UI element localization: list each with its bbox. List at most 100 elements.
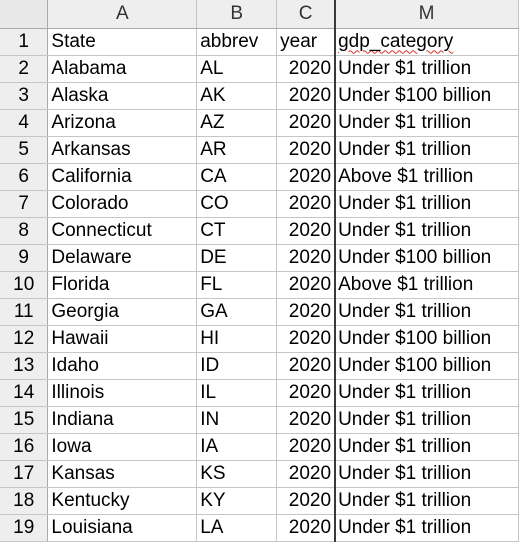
cell-year[interactable]: 2020 [276,217,336,245]
cell-abbrev[interactable]: IL [196,379,278,407]
cell-year[interactable]: 2020 [276,190,336,218]
cell-abbrev[interactable]: LA [196,514,278,542]
cell-year[interactable]: 2020 [276,298,336,326]
cell-gdp-category[interactable]: Under $1 trillion [334,406,519,434]
column-header-a[interactable]: A [47,0,198,29]
cell-year[interactable]: 2020 [276,136,336,164]
row-header[interactable]: 3 [0,82,49,110]
row-header[interactable]: 8 [0,217,49,245]
cell-abbrev[interactable]: ID [196,352,278,380]
cell-state[interactable]: Kentucky [47,487,198,515]
row-header[interactable]: 13 [0,352,49,380]
cell-year[interactable]: 2020 [276,109,336,137]
row-header[interactable]: 5 [0,136,49,164]
row-header[interactable]: 18 [0,487,49,515]
row-header[interactable]: 9 [0,244,49,272]
cell-abbrev[interactable]: AK [196,82,278,110]
cell-gdp-category[interactable]: Under $100 billion [334,352,519,380]
cell-abbrev[interactable]: CO [196,190,278,218]
cell-year[interactable]: 2020 [276,514,336,542]
cell-state[interactable]: Colorado [47,190,198,218]
cell-gdp-category[interactable]: Under $1 trillion [334,298,519,326]
cell-abbrev[interactable]: DE [196,244,278,272]
cell-state[interactable]: Hawaii [47,325,198,353]
cell-year[interactable]: 2020 [276,271,336,299]
cell-year-header[interactable]: year [276,28,336,56]
cell-gdp-category[interactable]: Under $1 trillion [334,190,519,218]
cell-year[interactable]: 2020 [276,352,336,380]
cell-gdp-category[interactable]: Under $1 trillion [334,379,519,407]
cell-gdp-category[interactable]: Under $1 trillion [334,109,519,137]
cell-year[interactable]: 2020 [276,487,336,515]
cell-year[interactable]: 2020 [276,163,336,191]
cell-state[interactable]: Alaska [47,82,198,110]
cell-year[interactable]: 2020 [276,55,336,83]
cell-state[interactable]: California [47,163,198,191]
cell-abbrev[interactable]: IA [196,433,278,461]
column-header-b[interactable]: B [196,0,278,29]
row-header[interactable]: 17 [0,460,49,488]
row-header[interactable]: 15 [0,406,49,434]
cell-state[interactable]: Delaware [47,244,198,272]
cell-year[interactable]: 2020 [276,244,336,272]
cell-state[interactable]: Indiana [47,406,198,434]
column-header-c[interactable]: C [276,0,336,29]
cell-gdp-category[interactable]: Under $1 trillion [334,487,519,515]
row-header[interactable]: 7 [0,190,49,218]
select-all-corner[interactable] [0,0,49,29]
cell-state[interactable]: Arkansas [47,136,198,164]
cell-state[interactable]: Alabama [47,55,198,83]
row-header[interactable]: 10 [0,271,49,299]
cell-state[interactable]: Florida [47,271,198,299]
cell-gdp-category[interactable]: Under $100 billion [334,82,519,110]
cell-gdp-header[interactable]: gdp_category [334,28,519,56]
row-header[interactable]: 6 [0,163,49,191]
cell-abbrev[interactable]: HI [196,325,278,353]
cell-gdp-category[interactable]: Under $1 trillion [334,136,519,164]
row-header[interactable]: 1 [0,28,49,56]
cell-abbrev[interactable]: GA [196,298,278,326]
row-header[interactable]: 4 [0,109,49,137]
cell-state[interactable]: Connecticut [47,217,198,245]
cell-abbrev-header[interactable]: abbrev [196,28,278,56]
cell-state[interactable]: Iowa [47,433,198,461]
column-header-m[interactable]: M [334,0,519,29]
cell-year[interactable]: 2020 [276,460,336,488]
cell-state[interactable]: Kansas [47,460,198,488]
cell-abbrev[interactable]: IN [196,406,278,434]
cell-year[interactable]: 2020 [276,82,336,110]
cell-gdp-category[interactable]: Under $100 billion [334,325,519,353]
cell-gdp-category[interactable]: Under $1 trillion [334,433,519,461]
cell-gdp-category[interactable]: Above $1 trillion [334,163,519,191]
cell-year[interactable]: 2020 [276,379,336,407]
row-header[interactable]: 19 [0,514,49,542]
cell-abbrev[interactable]: CT [196,217,278,245]
row-header[interactable]: 2 [0,55,49,83]
cell-state[interactable]: Illinois [47,379,198,407]
cell-state[interactable]: Louisiana [47,514,198,542]
cell-gdp-category[interactable]: Under $1 trillion [334,55,519,83]
cell-abbrev[interactable]: AL [196,55,278,83]
cell-year[interactable]: 2020 [276,433,336,461]
cell-state[interactable]: Idaho [47,352,198,380]
cell-year[interactable]: 2020 [276,325,336,353]
cell-abbrev[interactable]: KS [196,460,278,488]
cell-gdp-category[interactable]: Above $1 trillion [334,271,519,299]
cell-gdp-category[interactable]: Under $1 trillion [334,460,519,488]
row-header[interactable]: 11 [0,298,49,326]
cell-abbrev[interactable]: AR [196,136,278,164]
cell-state-header[interactable]: State [47,28,198,56]
cell-abbrev[interactable]: KY [196,487,278,515]
row-header[interactable]: 14 [0,379,49,407]
cell-gdp-category[interactable]: Under $1 trillion [334,217,519,245]
cell-year[interactable]: 2020 [276,406,336,434]
row-header[interactable]: 16 [0,433,49,461]
cell-state[interactable]: Arizona [47,109,198,137]
cell-gdp-category[interactable]: Under $1 trillion [334,514,519,542]
cell-abbrev[interactable]: AZ [196,109,278,137]
cell-state[interactable]: Georgia [47,298,198,326]
cell-abbrev[interactable]: CA [196,163,278,191]
cell-gdp-category[interactable]: Under $100 billion [334,244,519,272]
row-header[interactable]: 12 [0,325,49,353]
